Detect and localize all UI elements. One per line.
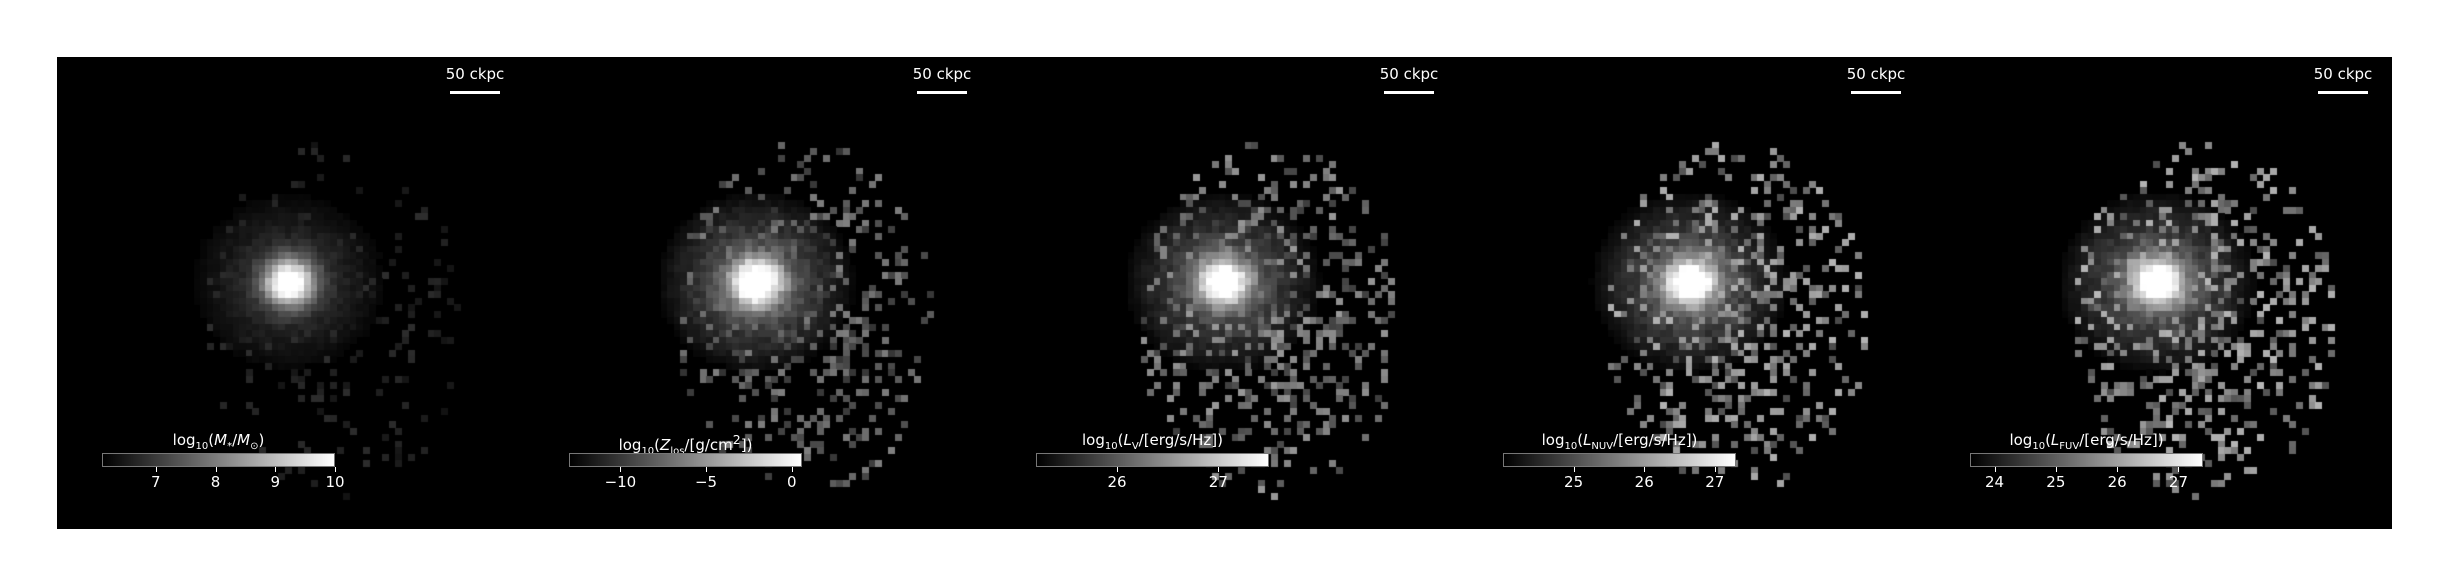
colorbar [102, 453, 335, 467]
colorbar-tick [1573, 467, 1575, 472]
colorbar-tick [706, 467, 708, 472]
colorbar-tick-label: 8 [210, 473, 221, 491]
panel-metal-surface-density: 50 ckpc log10(Zlos/[g/cm2]) −10 −5 0 [524, 57, 991, 529]
scale-bar-label: 50 ckpc [1379, 65, 1439, 83]
colorbar [1970, 453, 2203, 467]
colorbar-label: log10(Zlos/[g/cm2]) [618, 432, 753, 457]
colorbar-tick-label: 26 [1634, 473, 1654, 491]
colorbar-tick [215, 467, 217, 472]
colorbar-tick-label: 25 [2046, 473, 2066, 491]
colorbar-tick-label: 7 [150, 473, 161, 491]
projection-map [57, 57, 524, 529]
scale-bar-line [2318, 91, 2368, 94]
colorbar-tick [1117, 467, 1119, 472]
scale-bar: 50 ckpc [1846, 65, 1906, 94]
colorbar-tick [1714, 467, 1716, 472]
panel-v-band-luminosity: 50 ckpc log10(LV/[erg/s/Hz]) 26 27 [991, 57, 1458, 529]
colorbar-tick-label: 10 [325, 473, 345, 491]
colorbar-tick [2055, 467, 2057, 472]
colorbar-tick [1644, 467, 1646, 472]
colorbar-tick-label: −5 [694, 473, 718, 491]
colorbar-tick [791, 467, 793, 472]
colorbar-label: log10(LV/[erg/s/Hz]) [1081, 431, 1223, 452]
projection-map [524, 57, 991, 529]
colorbar-label: log10(LNUV/[erg/s/Hz]) [1541, 431, 1698, 452]
colorbar-tick-label: 27 [2168, 473, 2189, 491]
colorbar-tick-label: 26 [1107, 473, 1127, 491]
colorbar-tick-label: 0 [786, 473, 797, 491]
panel-nuv-luminosity: 50 ckpc log10(LNUV/[erg/s/Hz]) 25 26 27 [1458, 57, 1925, 529]
colorbar-tick [155, 467, 157, 472]
colorbar-tick-label: 25 [1564, 473, 1584, 491]
scale-bar: 50 ckpc [445, 65, 505, 94]
colorbar-tick [2178, 467, 2180, 472]
panel-stellar-mass: 50 ckpc log10(M*/M⊙) 7 8 9 10 [57, 57, 524, 529]
colorbar-label: log10(LFUV/[erg/s/Hz]) [2009, 431, 2164, 452]
colorbar-tick [2117, 467, 2119, 472]
colorbar-tick-label: 27 [1705, 473, 1725, 491]
scale-bar-line [450, 91, 500, 94]
colorbar-tick [335, 467, 336, 472]
colorbar-tick [1218, 467, 1220, 472]
colorbar-tick-label: 27 [1208, 473, 1228, 491]
projection-map [991, 57, 1458, 529]
colorbar-tick [620, 467, 622, 472]
projection-map [1925, 57, 2392, 529]
scale-bar-label: 50 ckpc [445, 65, 505, 83]
scale-bar: 50 ckpc [912, 65, 972, 94]
scale-bar-label: 50 ckpc [2313, 65, 2373, 83]
figure: 50 ckpc log10(M*/M⊙) 7 8 9 10 50 ckpc log10… [57, 57, 2392, 529]
colorbar-tick [1994, 467, 1996, 472]
scale-bar-line [1384, 91, 1434, 94]
scale-bar-label: 50 ckpc [1846, 65, 1906, 83]
scale-bar-line [1851, 91, 1901, 94]
colorbar [1036, 453, 1269, 467]
colorbar-tick-label: 26 [2107, 473, 2127, 491]
panel-fuv-luminosity: 50 ckpc log10(LFUV/[erg/s/Hz]) 24 25 26 27 [1925, 57, 2392, 529]
scale-bar: 50 ckpc [2313, 65, 2373, 94]
scale-bar-line [917, 91, 967, 94]
projection-map [1458, 57, 1925, 529]
colorbar-label: log10(M*/M⊙) [172, 431, 265, 452]
colorbar-tick-label: 9 [270, 473, 281, 491]
colorbar [569, 453, 802, 467]
colorbar-tick-label: −10 [604, 473, 637, 491]
scale-bar-label: 50 ckpc [912, 65, 972, 83]
colorbar-tick-label: 24 [1984, 473, 2005, 491]
colorbar [1503, 453, 1736, 467]
colorbar-tick [275, 467, 277, 472]
scale-bar: 50 ckpc [1379, 65, 1439, 94]
